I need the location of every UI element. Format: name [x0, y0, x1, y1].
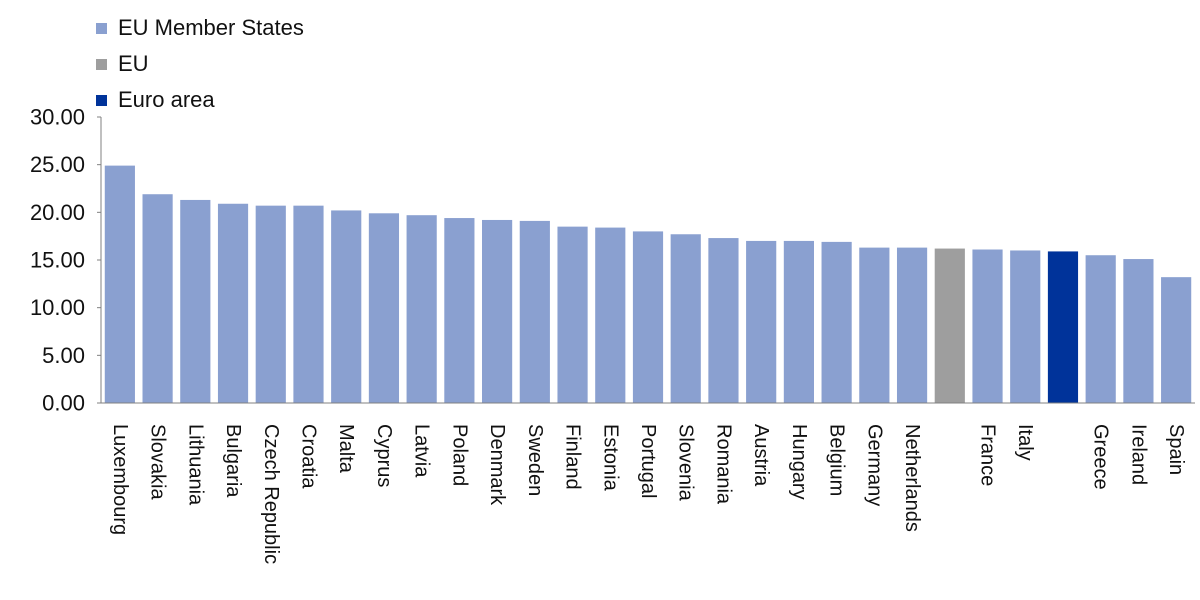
- x-tick-label: Malta: [335, 424, 357, 474]
- x-tick-label: Hungary: [788, 424, 810, 500]
- x-tick-label: Portugal: [637, 424, 659, 499]
- bar: [104, 165, 135, 403]
- bar: [708, 238, 739, 403]
- x-tick-label: Lithuania: [184, 424, 206, 506]
- legend-item-euro-area: Euro area: [96, 82, 304, 118]
- legend-swatch-eu: [96, 58, 107, 70]
- bar: [859, 247, 890, 403]
- bar: [519, 220, 550, 403]
- legend-item-eu: EU: [96, 46, 304, 82]
- bar: [368, 213, 400, 403]
- x-tick-label: Italy: [1014, 424, 1036, 461]
- x-tick-label: Slovenia: [675, 424, 697, 502]
- bar: [217, 203, 249, 403]
- bar: [142, 194, 173, 403]
- x-tick-label: Netherlands: [901, 424, 923, 532]
- bar: [783, 240, 814, 403]
- y-tick-label: 20.00: [30, 200, 85, 225]
- legend-item-member-states: EU Member States: [96, 10, 304, 46]
- x-tick-label: Belgium: [826, 424, 848, 496]
- bar: [331, 210, 362, 403]
- x-tick-label: Czech Republic: [260, 424, 282, 564]
- legend-swatch-euro-area: [96, 94, 107, 106]
- bar: [293, 205, 324, 403]
- bar: [406, 215, 437, 403]
- legend-swatch-member-states: [96, 22, 107, 34]
- x-tick-label: Denmark: [486, 424, 508, 506]
- y-tick-label: 5.00: [42, 343, 85, 368]
- x-tick-label: Bulgaria: [222, 424, 244, 498]
- bar: [482, 219, 513, 403]
- bar: [1161, 277, 1192, 403]
- chart-legend: EU Member States EU Euro area: [96, 10, 304, 118]
- x-tick-label: Germany: [863, 424, 885, 506]
- bar: [444, 218, 475, 403]
- bar: [896, 247, 928, 403]
- x-tick-label: Latvia: [411, 424, 433, 478]
- bar: [255, 205, 286, 403]
- bar: [934, 248, 965, 403]
- x-tick-label: France: [977, 424, 999, 486]
- x-tick-label: Estonia: [599, 424, 621, 492]
- bar: [557, 226, 588, 403]
- x-tick-label: Slovakia: [147, 424, 169, 500]
- legend-label-euro-area: Euro area: [118, 87, 215, 112]
- y-tick-label: 10.00: [30, 295, 85, 320]
- x-tick-label: Spain: [1165, 424, 1187, 475]
- x-tick-label: Cyprus: [373, 424, 395, 487]
- bar: [1047, 251, 1079, 403]
- y-tick-label: 25.00: [30, 152, 85, 177]
- bar: [972, 249, 1003, 403]
- bar: [1085, 255, 1116, 403]
- bar: [1123, 259, 1154, 403]
- legend-label-eu: EU: [118, 51, 149, 76]
- bar: [180, 199, 211, 403]
- x-tick-label: Poland: [448, 424, 470, 486]
- x-tick-label: Croatia: [297, 424, 319, 489]
- x-tick-label: Sweden: [524, 424, 546, 496]
- x-tick-label: Austria: [750, 424, 772, 487]
- bar: [1010, 250, 1041, 403]
- bar: [595, 227, 626, 403]
- x-tick-label: Greece: [1090, 424, 1112, 490]
- x-tick-label: Ireland: [1127, 424, 1149, 485]
- legend-label-member-states: EU Member States: [118, 15, 304, 40]
- y-tick-label: 30.00: [30, 105, 85, 130]
- x-tick-label: Romania: [712, 424, 734, 505]
- bar: [632, 231, 664, 403]
- y-tick-label: 15.00: [30, 248, 85, 273]
- y-tick-label: 0.00: [42, 391, 85, 416]
- x-tick-label: Luxembourg: [109, 424, 131, 535]
- bar: [670, 234, 701, 403]
- bar: [821, 241, 852, 403]
- bar: [746, 240, 777, 403]
- x-tick-label: Finland: [562, 424, 584, 490]
